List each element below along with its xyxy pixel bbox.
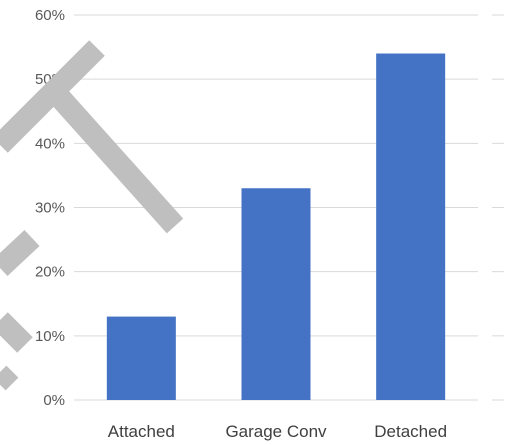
- y-tick-label: 60%: [35, 7, 65, 24]
- y-tick-label: 20%: [35, 264, 65, 281]
- x-category-label: Garage Conv: [225, 422, 327, 441]
- watermark-diagonal-lower-mid: [0, 312, 33, 353]
- y-axis-tick-labels: 0%10%20%30%40%50%60%: [35, 7, 65, 409]
- y-tick-label: 10%: [35, 328, 65, 345]
- bar-attached: [106, 316, 176, 400]
- watermark-diagonal-upper: [0, 40, 105, 153]
- x-category-label: Attached: [108, 422, 175, 441]
- x-category-label: Detached: [374, 422, 447, 441]
- watermark-diagonal-lower-end: [0, 365, 19, 391]
- bar-garage-conv: [241, 188, 311, 400]
- x-axis-category-labels: Attached Garage Conv Detached: [108, 422, 447, 441]
- bars: [106, 53, 446, 400]
- bar-detached: [376, 53, 446, 400]
- y-tick-label: 40%: [35, 135, 65, 152]
- watermark-diagonal-lower-left: [0, 229, 40, 277]
- watermark-stroke-shape: [0, 40, 184, 391]
- watermark-diagonal-cross: [46, 84, 184, 234]
- y-tick-label: 30%: [35, 200, 65, 217]
- y-tick-label: 0%: [43, 392, 65, 409]
